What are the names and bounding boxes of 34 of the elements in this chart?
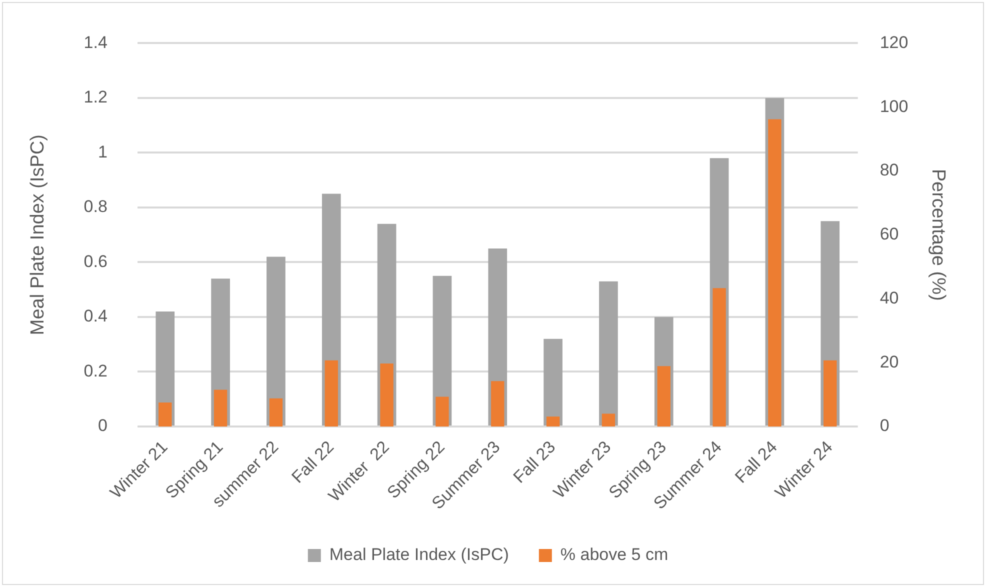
y-tick-label: 0.6 bbox=[84, 252, 108, 271]
bar bbox=[546, 416, 560, 426]
bar bbox=[602, 414, 616, 426]
y-tick-label: 1 bbox=[98, 142, 108, 162]
bar bbox=[214, 390, 228, 426]
bar bbox=[657, 366, 670, 426]
legend-label: % above 5 cm bbox=[560, 545, 668, 564]
bar bbox=[491, 381, 504, 426]
bar bbox=[269, 398, 283, 426]
legend-label: Meal Plate Index (IsPC) bbox=[329, 545, 509, 564]
y-axis-title: Meal Plate Index (IsPC) bbox=[28, 134, 49, 336]
bar bbox=[436, 396, 449, 426]
y-tick-label: 0.8 bbox=[84, 197, 108, 216]
y2-tick-label: 0 bbox=[880, 416, 890, 436]
y-tick-label: 0 bbox=[98, 416, 108, 436]
bar bbox=[599, 281, 618, 426]
y2-tick-label: 60 bbox=[880, 224, 899, 244]
bar bbox=[824, 360, 837, 426]
bar bbox=[158, 402, 172, 426]
y-tick-label: 1.4 bbox=[84, 32, 108, 52]
y2-tick-label: 80 bbox=[880, 160, 899, 180]
y2-axis-title: Percentage (%) bbox=[927, 168, 948, 301]
y2-tick-label: 120 bbox=[880, 32, 908, 52]
bar bbox=[324, 360, 338, 426]
y2-tick-label: 20 bbox=[880, 352, 899, 372]
y-tick-label: 1.2 bbox=[84, 88, 108, 107]
bar bbox=[544, 338, 562, 426]
x-tick-label: Fall 22 bbox=[288, 437, 338, 487]
y2-tick-label: 100 bbox=[880, 96, 908, 116]
y-tick-label: 0.2 bbox=[84, 361, 108, 380]
bar bbox=[380, 364, 394, 426]
y2-tick-label: 40 bbox=[880, 288, 899, 308]
y-tick-label: 0.4 bbox=[84, 306, 108, 326]
bar bbox=[712, 288, 726, 426]
